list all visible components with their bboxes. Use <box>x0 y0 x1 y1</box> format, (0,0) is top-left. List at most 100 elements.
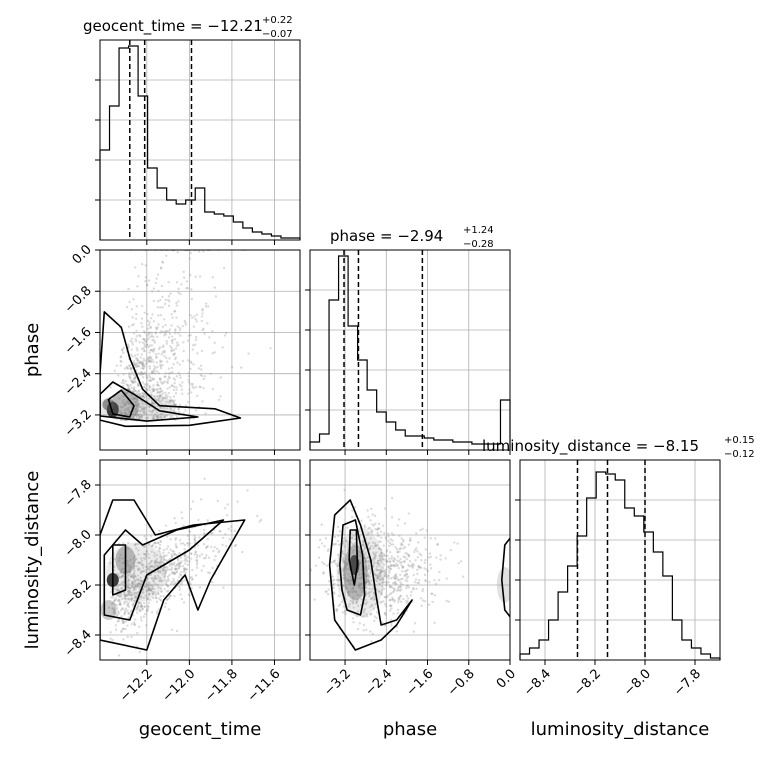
sample-point <box>147 604 150 608</box>
sample-point <box>429 567 433 570</box>
sample-point <box>401 577 404 580</box>
sample-point <box>433 594 437 597</box>
sample-point <box>371 530 374 533</box>
sample-point <box>164 579 167 582</box>
density-frame <box>309 459 511 661</box>
sample-point <box>200 498 203 501</box>
sample-point <box>189 314 192 317</box>
sample-point <box>189 334 192 337</box>
sample-point <box>191 344 195 347</box>
sample-point <box>392 559 395 563</box>
sample-point <box>365 569 369 573</box>
sample-point <box>169 407 172 411</box>
sample-point <box>165 342 169 345</box>
sample-point <box>139 576 142 579</box>
sample-point <box>402 547 405 550</box>
sample-point <box>133 596 136 599</box>
sample-point <box>160 267 163 270</box>
sample-point <box>122 542 125 545</box>
sample-point <box>118 556 121 560</box>
sample-point <box>172 388 176 392</box>
sample-point <box>135 578 139 581</box>
title-phase-minus: −0.28 <box>463 239 494 250</box>
sample-point <box>153 341 157 344</box>
sample-point <box>190 391 193 394</box>
sample-point <box>206 305 210 308</box>
sample-point <box>387 566 390 569</box>
sample-point <box>419 566 423 569</box>
sample-point <box>153 369 156 373</box>
sample-point <box>393 588 396 591</box>
sample-point <box>135 404 139 407</box>
sample-point <box>154 596 158 600</box>
sample-point <box>156 591 160 595</box>
sample-point <box>398 550 401 553</box>
sample-point <box>134 581 137 584</box>
sample-point <box>173 571 176 575</box>
sample-point <box>360 590 364 593</box>
sample-point <box>145 589 148 592</box>
sample-point <box>230 366 234 369</box>
y-tick-label: −8.4 <box>62 627 95 660</box>
sample-point <box>366 573 369 576</box>
sample-point <box>177 343 180 346</box>
sample-point <box>368 575 371 579</box>
sample-point <box>173 310 176 313</box>
sample-point <box>133 586 136 590</box>
sample-point <box>134 376 137 379</box>
sample-point <box>219 395 222 398</box>
sample-point <box>360 569 363 572</box>
sample-point <box>355 577 359 580</box>
sample-point <box>206 537 209 541</box>
sample-point <box>379 571 382 574</box>
sample-point <box>382 569 385 573</box>
sample-point <box>192 386 195 390</box>
sample-point <box>145 340 148 344</box>
sample-point <box>184 557 187 560</box>
sample-point <box>149 565 153 568</box>
sample-point <box>364 559 367 563</box>
sample-point <box>178 588 181 591</box>
sample-point <box>152 287 156 290</box>
sample-point <box>183 567 186 570</box>
sample-point <box>151 564 154 568</box>
sample-point <box>124 595 128 598</box>
sample-point <box>182 524 185 528</box>
sample-point <box>348 582 352 586</box>
y-tick-labels: 0.0−0.8−1.6−2.4−3.2−7.8−8.0−8.2−8.4 <box>62 242 95 660</box>
sample-point <box>152 409 155 412</box>
sample-point <box>140 317 144 320</box>
sample-point <box>123 411 127 415</box>
sample-point <box>137 275 140 278</box>
sample-point <box>178 576 181 579</box>
sample-point <box>165 356 168 360</box>
sample-point <box>200 319 203 323</box>
sample-point <box>418 566 422 569</box>
sample-point <box>379 570 383 573</box>
sample-point <box>397 578 400 581</box>
sample-point <box>158 529 161 532</box>
sample-point <box>133 363 137 367</box>
title-geocent-time-plus: +0.22 <box>262 15 293 26</box>
sample-point <box>332 578 336 581</box>
sample-point <box>167 372 171 375</box>
sample-point <box>170 572 174 575</box>
sample-point <box>142 407 145 410</box>
sample-point <box>405 572 409 576</box>
sample-point <box>142 411 146 414</box>
sample-point <box>176 562 179 566</box>
sample-point <box>359 553 362 557</box>
sample-point <box>110 596 113 599</box>
sample-point <box>368 587 371 591</box>
sample-point <box>127 597 130 601</box>
sample-point <box>185 560 189 563</box>
sample-point <box>146 327 150 331</box>
sample-point <box>128 376 132 379</box>
sample-point <box>399 581 402 584</box>
sample-point <box>136 561 139 565</box>
sample-point <box>389 585 392 588</box>
sample-point <box>148 569 151 572</box>
sample-point <box>394 574 397 577</box>
sample-point <box>140 367 143 370</box>
sample-point <box>367 591 371 594</box>
